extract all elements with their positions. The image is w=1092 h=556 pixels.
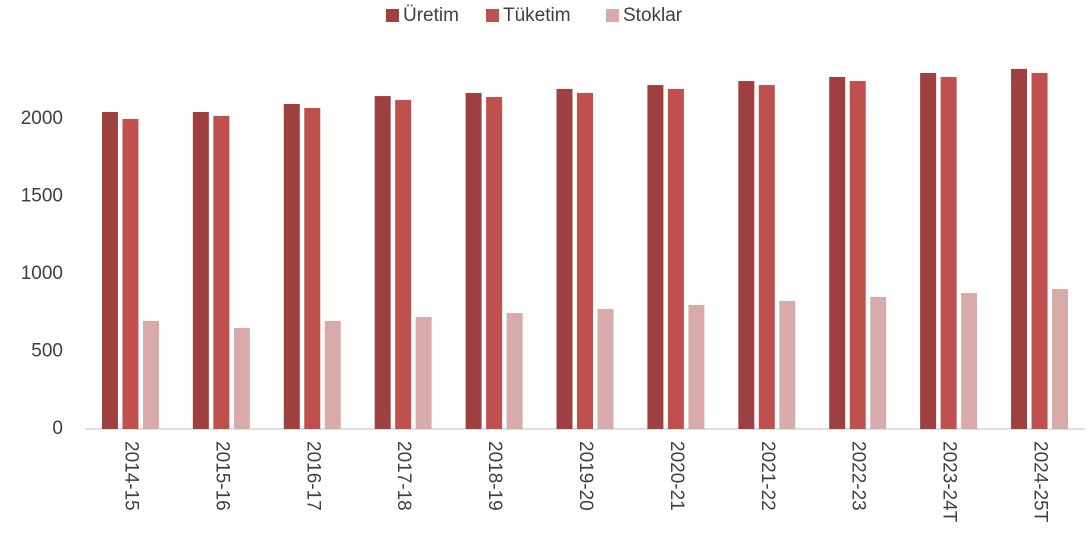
bar <box>961 293 978 429</box>
bar <box>506 313 523 429</box>
bar <box>667 88 684 430</box>
bar <box>556 88 573 430</box>
bar <box>233 327 250 429</box>
bar <box>1031 72 1048 429</box>
legend-label: Stoklar <box>623 5 683 26</box>
bar <box>324 320 341 429</box>
bar <box>1011 68 1028 429</box>
bar <box>870 296 887 429</box>
bar <box>415 316 432 429</box>
x-tick-label: 2015-16 <box>211 441 232 511</box>
bar <box>101 112 118 430</box>
y-tick-label: 0 <box>52 418 63 439</box>
legend-swatch <box>486 9 499 22</box>
bar <box>486 96 503 430</box>
bar <box>374 96 391 429</box>
legend-swatch <box>386 9 399 22</box>
bar <box>122 119 139 429</box>
bar <box>779 300 796 429</box>
bar <box>758 85 775 430</box>
y-tick-label: 1500 <box>21 186 63 207</box>
bar <box>283 103 300 429</box>
x-tick-label: 2014-15 <box>120 441 141 511</box>
x-tick-label: 2024-25T <box>1030 441 1051 523</box>
x-tick-label: 2016-17 <box>302 441 323 511</box>
bar <box>849 81 866 430</box>
x-tick-label: 2019-20 <box>575 441 596 511</box>
bar <box>142 320 159 429</box>
x-tick-label: 2021-22 <box>757 441 778 511</box>
legend-label: Tüketim <box>503 5 571 26</box>
legend-label: Üretim <box>403 5 459 26</box>
bar <box>688 305 705 429</box>
bar <box>647 85 664 430</box>
bar <box>577 92 593 430</box>
bar <box>192 112 209 430</box>
bar <box>304 107 321 430</box>
y-tick-label: 2000 <box>21 108 63 129</box>
x-tick-label: 2023-24T <box>939 441 960 523</box>
bar <box>597 309 614 429</box>
bar <box>920 72 937 429</box>
bar <box>829 76 846 430</box>
x-tick-label: 2018-19 <box>484 441 505 511</box>
y-tick-label: 500 <box>31 341 63 362</box>
bar <box>465 92 482 430</box>
x-tick-label: 2020-21 <box>666 441 687 511</box>
bar <box>940 76 957 430</box>
bar <box>738 81 755 430</box>
x-tick-label: 2022-23 <box>848 441 869 511</box>
bar <box>395 99 412 429</box>
bar <box>1052 289 1069 429</box>
legend-swatch <box>606 9 619 22</box>
y-tick-label: 1000 <box>21 263 63 284</box>
x-tick-label: 2017-18 <box>393 441 414 511</box>
bar <box>213 115 230 430</box>
